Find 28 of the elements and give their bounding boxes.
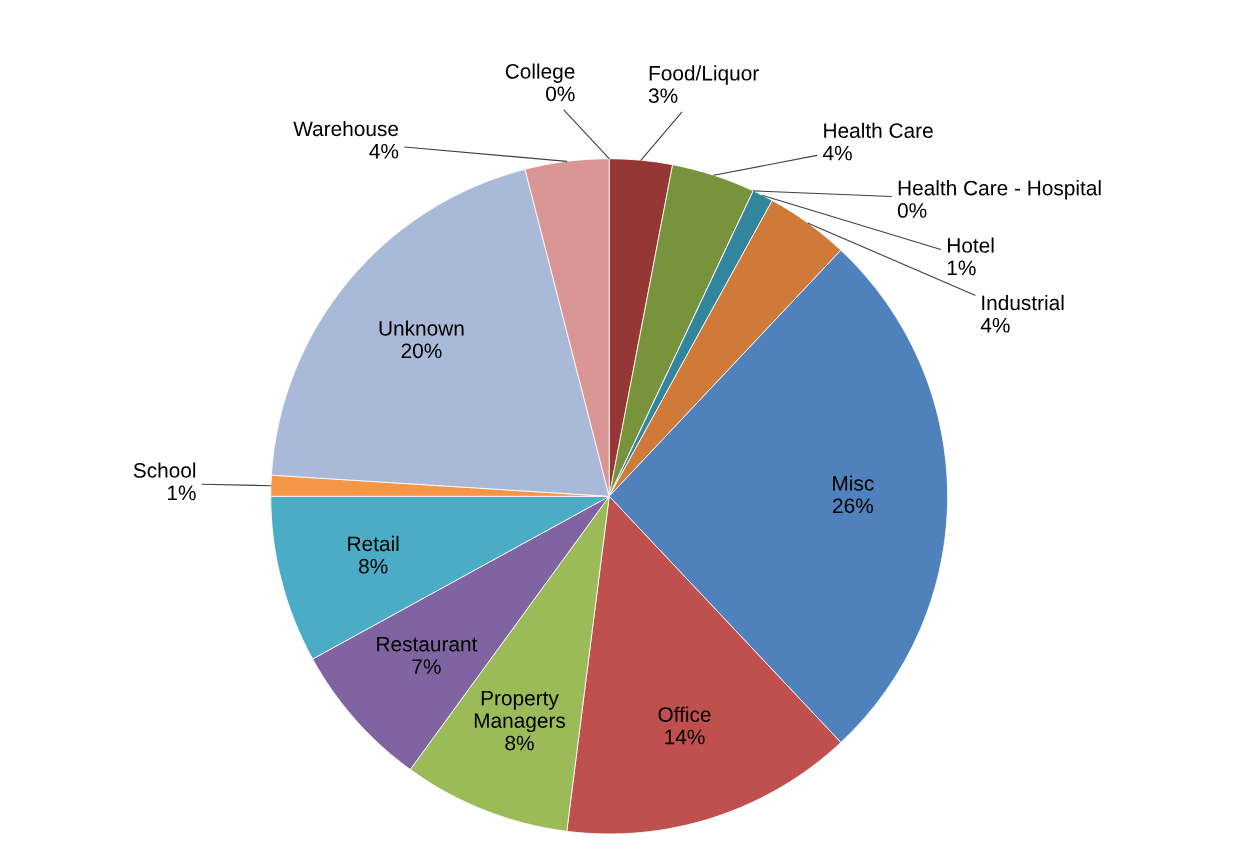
slice-label: Retail: [348, 535, 399, 552]
data-label: 3%: [648, 88, 678, 104]
data-label: 26%: [833, 498, 873, 514]
data-label: 4%: [369, 143, 399, 159]
slice-label: Hotel: [947, 237, 994, 253]
text: 0%: [546, 86, 575, 102]
data-label: 4%: [822, 145, 852, 161]
slice-label: Industrial: [982, 294, 1064, 311]
data-label: 14%: [665, 729, 705, 745]
slice-label: Office: [658, 706, 711, 722]
data-label: 8%: [359, 558, 388, 574]
slice-label: Warehouse: [293, 120, 399, 137]
data-label: 1%: [947, 260, 976, 276]
slice-label: Food/Liquor: [649, 65, 759, 85]
slice-label: School: [133, 462, 196, 478]
slice-label: Health Care: [824, 122, 933, 139]
text: 0%: [897, 203, 927, 218]
data-label: 7%: [412, 659, 441, 674]
category-label: Health Care - Hospital: [898, 180, 1101, 200]
slice-label: Misc: [833, 475, 874, 491]
data-label: 20%: [401, 343, 442, 359]
data-label: 4%: [980, 317, 1010, 333]
data-label: 1%: [167, 485, 196, 501]
data-label: 8%: [505, 735, 534, 751]
slice-label: Restaurant: [377, 636, 478, 652]
category-label: College: [505, 63, 575, 83]
slice-label: Property Managers: [474, 690, 566, 733]
slice-label: Unknown: [379, 320, 464, 336]
